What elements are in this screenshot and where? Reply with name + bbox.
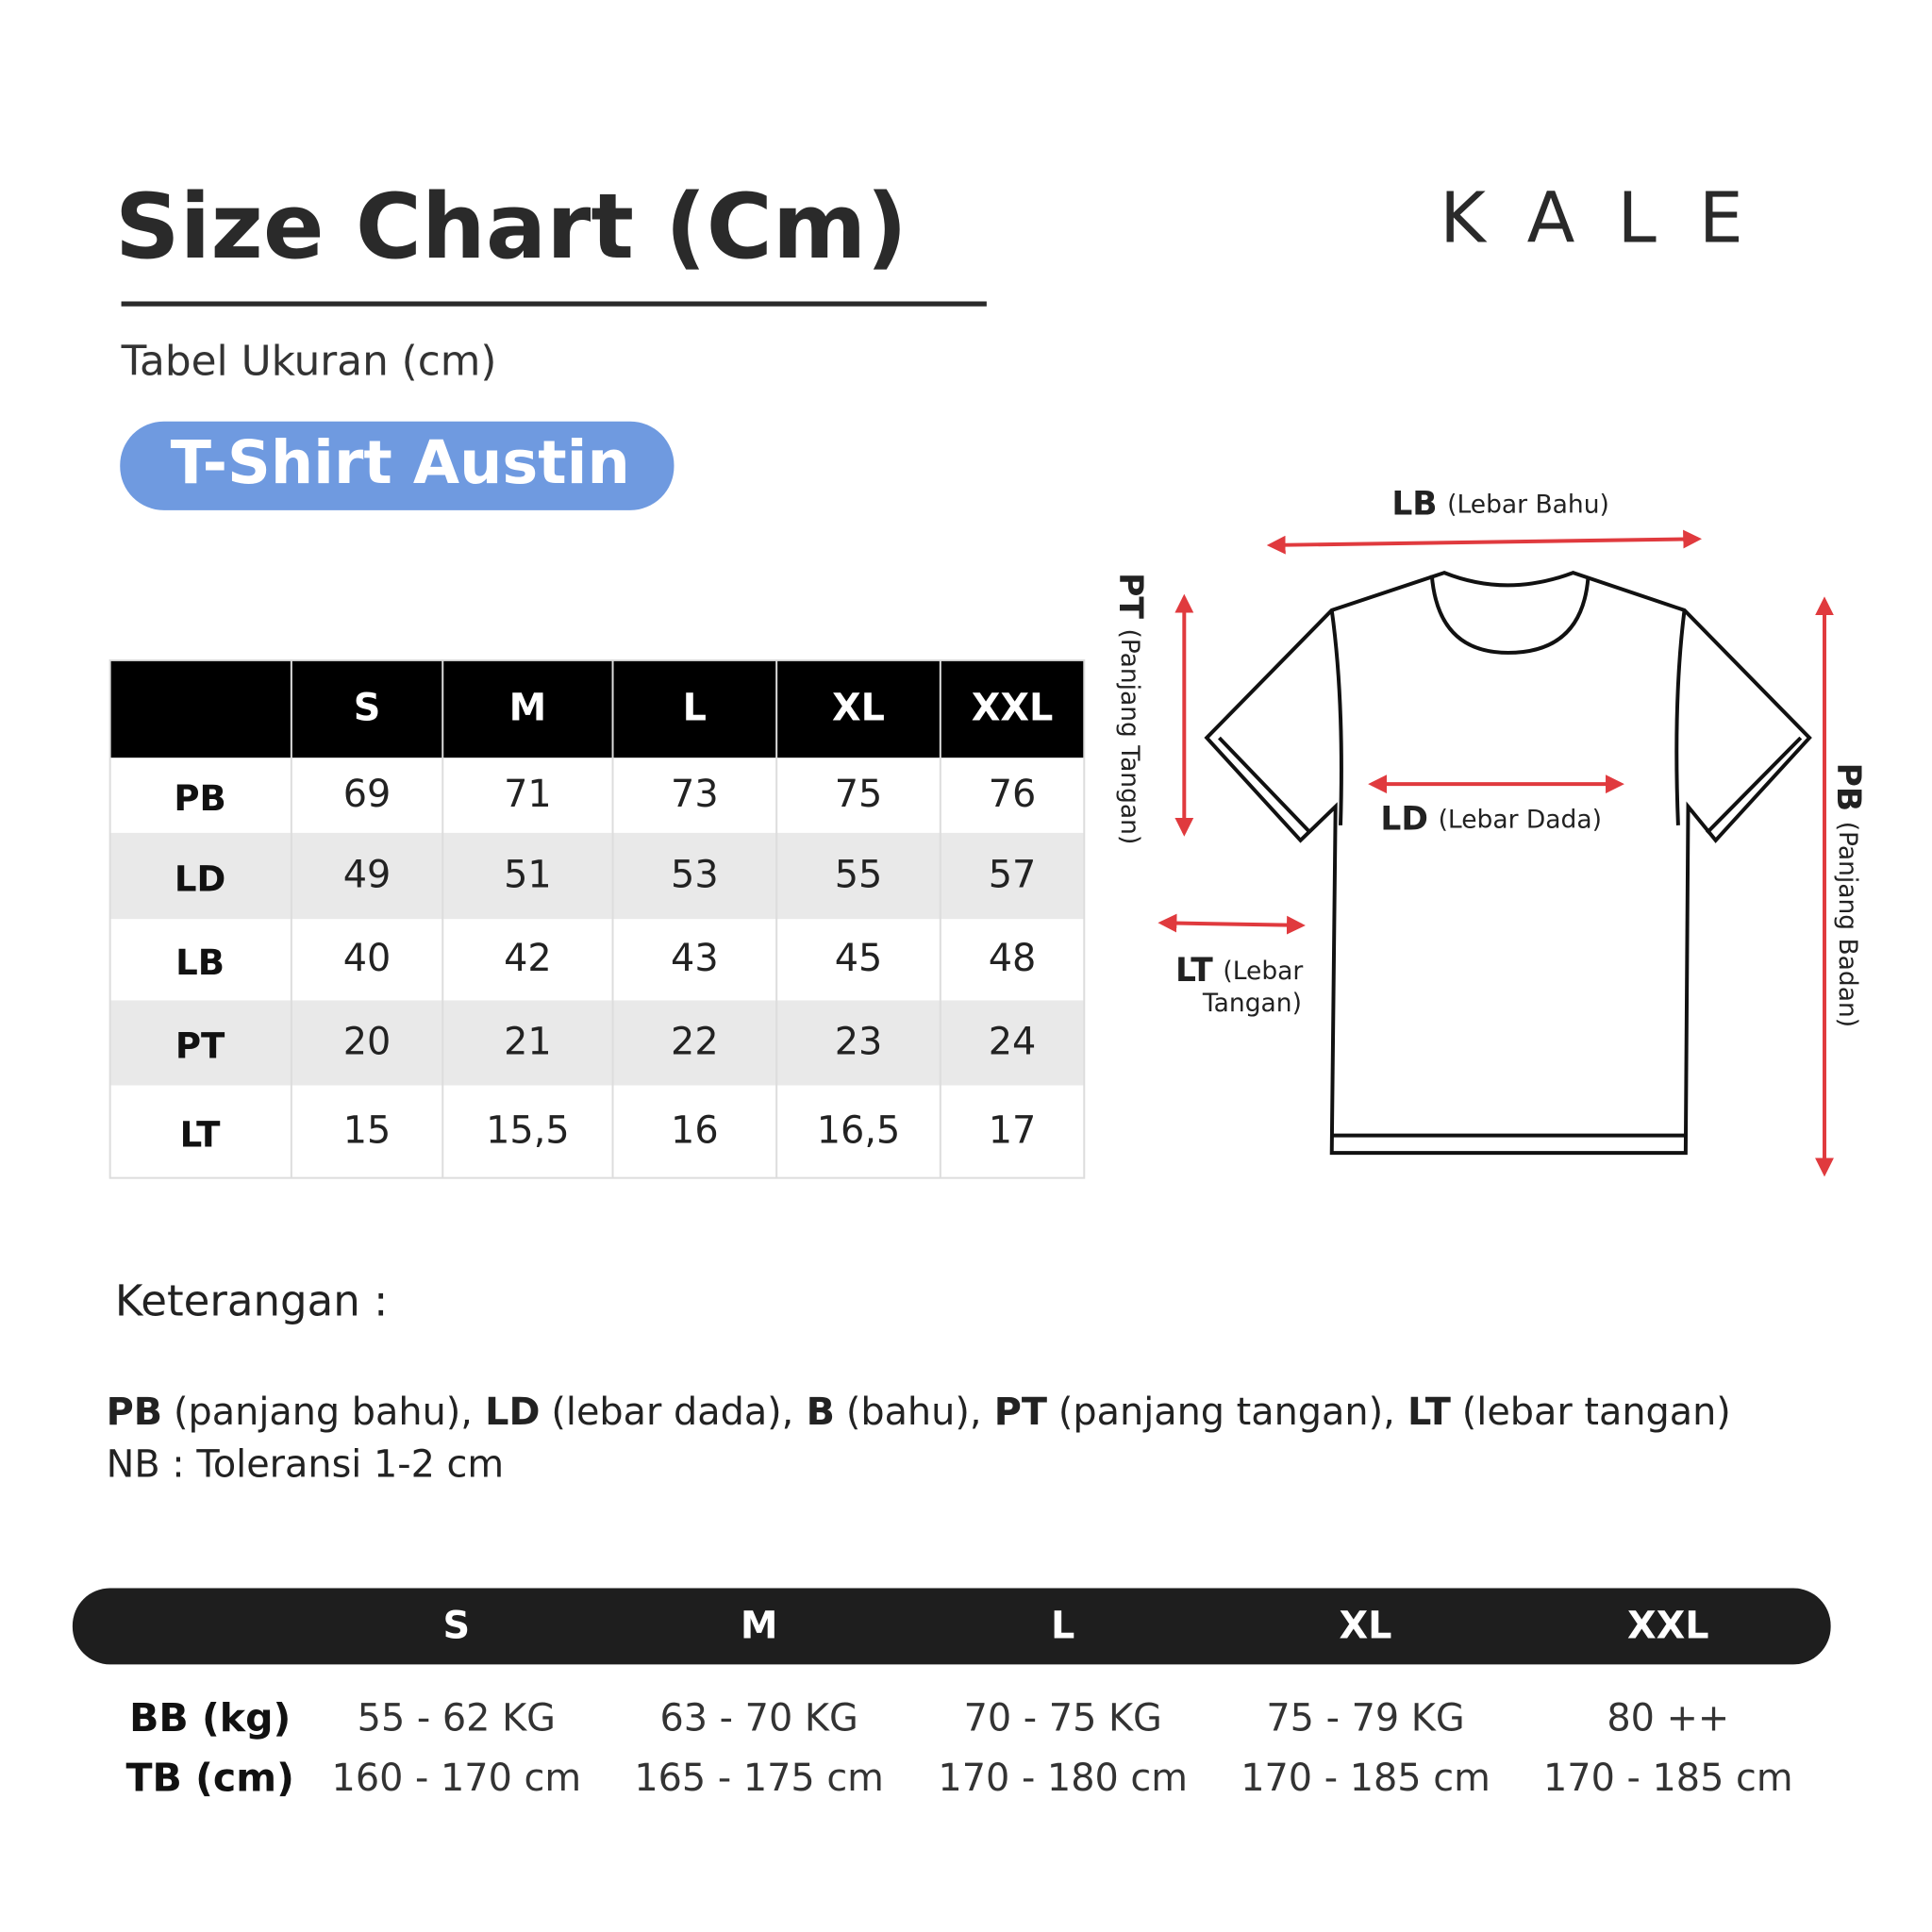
cell: 20 [343,1020,391,1063]
cell: 23 [835,1020,883,1063]
cell: 73 [671,773,719,816]
cell: 170 - 180 cm [938,1757,1188,1800]
diagram-code: LT [1175,951,1213,989]
diagram-label: LB (Lebar Bahu) [1391,485,1608,523]
column-header: S [443,1604,471,1647]
legend-text: (bahu), [846,1391,982,1434]
cell: 75 - 79 KG [1266,1696,1464,1740]
diagram-text: (Panjang Tangan) [1115,628,1144,844]
table-row-bg [109,1085,1085,1178]
cell: 63 - 70 KG [659,1696,858,1740]
diagram-label: PT (Panjang Tangan) [1111,573,1149,844]
cell: 53 [671,853,719,896]
diagram-text: (Lebar Bahu) [1447,490,1609,519]
legend-text: (lebar tangan) [1462,1391,1731,1434]
cell: 21 [504,1020,552,1063]
legend-code: LT [1407,1391,1451,1434]
notes-legend: PB (panjang bahu), LD (lebar dada), B (bahu),… [107,1391,1731,1434]
table-border [108,658,1086,1179]
table-row-bg [109,758,1085,833]
cell: 16,5 [817,1108,901,1152]
brand: KALE [1440,176,1786,258]
notes-nb: NB : Toleransi 1-2 cm [107,1442,504,1486]
diagram-label: PB (Panjang Badan) [1829,763,1867,1028]
diagram-code: PT [1111,573,1149,619]
diagram-text: Tangan) [1202,989,1302,1018]
diagram-code: PB [1829,763,1867,812]
legend-text: (panjang bahu), [174,1391,473,1434]
cell: 24 [989,1020,1037,1063]
legend-text: (lebar dada), [551,1391,793,1434]
row-label: BB (kg) [129,1695,291,1740]
cell: 51 [504,853,552,896]
subtitle: Tabel Ukuran (cm) [121,338,497,386]
legend-text: (panjang tangan), [1058,1391,1395,1434]
diagram-label: LD (Lebar Dada) [1380,800,1602,838]
row-label: LB [175,942,225,983]
legend-code: PT [994,1391,1047,1434]
cell: 22 [671,1020,719,1063]
row-label: PB [174,778,225,819]
column-header: XL [1340,1604,1392,1647]
cell: 76 [989,773,1037,816]
cell: 49 [343,853,391,896]
row-label: TB (cm) [126,1756,294,1801]
cell: 17 [989,1108,1037,1152]
diagram-code: LD [1380,800,1428,838]
cell: 170 - 185 cm [1543,1757,1793,1800]
column-header: XXL [972,686,1054,729]
cell: 71 [504,773,552,816]
cell: 80 ++ [1607,1696,1729,1740]
product-pill [120,421,675,510]
cell: 57 [989,853,1037,896]
column-header: S [354,686,381,729]
column-header: L [1051,1604,1074,1647]
column-header: M [509,686,547,729]
cell: 55 [835,853,883,896]
cell: 160 - 170 cm [332,1757,582,1800]
cell: 165 - 175 cm [634,1757,884,1800]
table-row-bg [109,1000,1085,1086]
diagram-label: LT (Lebar [1175,951,1303,989]
body-table-header [72,1588,1831,1665]
legend-code: PB [107,1391,162,1434]
diagram-code: LB [1391,485,1437,523]
table-row-bg [109,919,1085,1001]
row-label: LT [180,1114,222,1155]
cell: 16 [671,1108,719,1152]
cell: 69 [343,773,391,816]
cell: 43 [671,937,719,980]
title: Size Chart (Cm) [115,174,908,279]
legend-code: B [807,1391,835,1434]
product: T-Shirt Austin [171,428,630,498]
legend-code: LD [485,1391,540,1434]
notes-title: Keterangan : [115,1276,388,1326]
tshirt [1204,570,1812,1156]
measure-arrows [1158,529,1834,1177]
cell: 55 - 62 KG [358,1696,556,1740]
cell: 75 [835,773,883,816]
cell: 15 [343,1108,391,1152]
column-header: XXL [1627,1604,1709,1647]
cell: 40 [343,937,391,980]
column-header: M [741,1604,778,1647]
cell: 42 [504,937,552,980]
cell: 170 - 185 cm [1241,1757,1491,1800]
row-label: PT [175,1025,225,1066]
diagram-text: (Panjang Badan) [1833,822,1862,1027]
cell: 70 - 75 KG [964,1696,1162,1740]
table-row-bg [109,832,1085,920]
column-header: XL [832,686,885,729]
cell: 15,5 [486,1108,570,1152]
column-header: L [683,686,707,729]
diagram-text: (Lebar [1223,956,1303,985]
row-label: LD [175,858,225,899]
cell: 45 [835,937,883,980]
cell: 48 [989,937,1037,980]
diagram-text: (Lebar Dada) [1439,805,1602,834]
table-header-bg [109,659,1085,758]
